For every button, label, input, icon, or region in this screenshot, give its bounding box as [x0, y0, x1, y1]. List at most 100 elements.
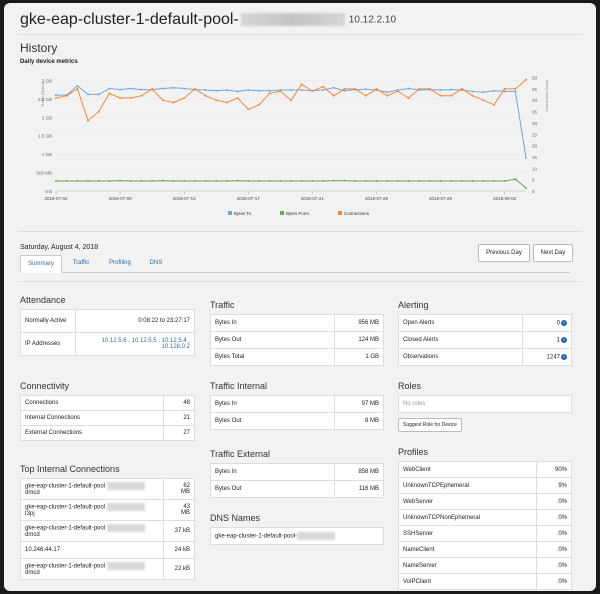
data-point: [460, 87, 463, 90]
top-internal-host[interactable]: gke-eap-cluster-1-default-pool dmcd: [20, 558, 164, 580]
host-line-2[interactable]: dmcd: [25, 570, 40, 576]
data-point: [311, 180, 314, 183]
tab-profiling[interactable]: Profiling: [109, 260, 131, 266]
tab-summary[interactable]: Summary: [20, 255, 62, 273]
data-point: [140, 88, 143, 91]
y-left-tick-label: 2 GB: [42, 115, 52, 120]
next-day-button[interactable]: Next Day: [533, 244, 573, 262]
data-point: [322, 180, 325, 183]
data-point: [257, 103, 260, 106]
bytes-out-value: 8 MB: [334, 412, 384, 430]
host-line-2[interactable]: dmcd: [25, 490, 40, 496]
profile-label: SSHServer: [398, 525, 537, 542]
data-point: [364, 180, 367, 183]
value-amount: 62: [183, 483, 190, 489]
legend-swatch: [228, 211, 232, 215]
data-point: [364, 94, 367, 97]
host-line-2[interactable]: t3pj: [25, 511, 35, 517]
previous-day-button[interactable]: Previous Day: [478, 244, 530, 262]
data-point: [268, 180, 271, 183]
traffic-external-panel: Traffic External Bytes In 858 MB Bytes Ou…: [210, 449, 384, 498]
legend-label: Connections: [344, 211, 370, 216]
data-point: [514, 90, 517, 93]
data-point: [300, 180, 303, 183]
data-point: [204, 88, 207, 91]
top-internal-host[interactable]: 10.246.44.17: [20, 541, 164, 559]
data-point: [471, 94, 474, 97]
bytes-in-label: Bytes In: [210, 463, 335, 481]
profile-label: WebServer: [398, 493, 537, 510]
bytes-out-value: 124 MB: [334, 331, 384, 349]
closed-alerts-count: 1: [556, 337, 560, 344]
legend-swatch: [338, 211, 342, 215]
data-point: [332, 94, 335, 97]
attendance-title: Attendance: [20, 295, 66, 305]
data-point: [236, 179, 239, 182]
tab-traffic[interactable]: Traffic: [72, 260, 90, 266]
data-point: [204, 94, 207, 97]
connectivity-title: Connectivity: [20, 381, 70, 391]
data-point: [418, 87, 421, 90]
host-line-1[interactable]: gke-eap-cluster-1-default-pool: [25, 563, 106, 570]
host-line-1[interactable]: gke-eap-cluster-1-default-pool: [25, 504, 106, 511]
data-point: [354, 180, 357, 183]
x-tick-label: 2018-07-25: [365, 196, 389, 201]
roles-panel: Roles No roles Suggest Role for Device: [398, 381, 572, 432]
traffic-title: Traffic: [210, 300, 235, 310]
y-right-tick-label: 35: [532, 110, 538, 115]
chart-divider: [18, 231, 582, 232]
profile-value: 9%: [536, 477, 572, 494]
data-point: [119, 179, 122, 182]
connections-value: 48: [163, 395, 195, 411]
arrow-right-circle-icon[interactable]: ›: [561, 336, 567, 343]
arrow-right-circle-icon[interactable]: ›: [561, 353, 567, 360]
top-internal-host[interactable]: gke-eap-cluster-1-default-pool dmcd: [20, 520, 164, 542]
open-alerts-value[interactable]: 0 ›: [522, 314, 572, 332]
data-point: [450, 94, 453, 97]
top-internal-host[interactable]: gke-eap-cluster-1-default-pool t3pj: [20, 499, 164, 521]
value-unit: MB: [181, 510, 190, 516]
summary-date: Saturday, August 4, 2018: [20, 244, 99, 251]
host-line-1[interactable]: gke-eap-cluster-1-default-pool: [25, 525, 106, 532]
data-point: [450, 88, 453, 91]
data-point: [76, 87, 79, 90]
data-point: [236, 96, 239, 99]
tab-dns[interactable]: DNS: [149, 260, 163, 266]
data-point: [193, 180, 196, 183]
host-line-2[interactable]: dmcd: [25, 532, 40, 538]
bytes-total-label: Bytes Total: [210, 348, 335, 366]
legend-swatch: [280, 211, 284, 215]
data-point: [482, 180, 485, 183]
y-right-tick-label: 10: [532, 166, 538, 171]
data-point: [439, 180, 442, 183]
data-point: [471, 180, 474, 183]
x-tick-label: 2018-08-02: [493, 196, 517, 201]
y-right-tick-label: 5: [532, 178, 535, 183]
data-point: [290, 99, 292, 102]
data-point: [97, 110, 100, 113]
profile-label: NameClient: [398, 541, 537, 558]
data-point: [172, 101, 175, 104]
data-point: [396, 180, 399, 183]
arrow-right-circle-icon[interactable]: ›: [561, 319, 567, 326]
data-point: [172, 86, 175, 89]
data-point: [386, 180, 389, 183]
y-left-tick-label: 500 MB: [36, 171, 52, 176]
summary-divider: [18, 281, 582, 282]
value-unit: MB: [181, 489, 190, 495]
suggest-role-button[interactable]: Suggest Role for Device: [398, 418, 462, 432]
internal-connections-label: Internal Connections: [20, 410, 164, 426]
closed-alerts-value[interactable]: 1 ›: [522, 331, 572, 349]
observations-value[interactable]: 1247 ›: [522, 348, 572, 366]
top-internal-host[interactable]: gke-eap-cluster-1-default-pool dmcd: [20, 478, 164, 500]
data-point: [76, 180, 79, 183]
data-point: [492, 180, 495, 183]
ip-line-2[interactable]: 10.128.0.2: [161, 344, 190, 350]
data-point: [65, 180, 68, 183]
data-point: [407, 180, 410, 183]
data-point: [428, 87, 431, 90]
ip-line-1[interactable]: 10.12.5.6 , 10.12.5.5 , 10.12.5.4 ,: [101, 338, 190, 344]
chart-subtitle: Daily device metrics: [20, 59, 78, 65]
host-line-1[interactable]: gke-eap-cluster-1-default-pool: [25, 483, 106, 490]
ip-addresses-value[interactable]: 10.12.5.6 , 10.12.5.5 , 10.12.5.4 , 10.12…: [75, 332, 195, 356]
